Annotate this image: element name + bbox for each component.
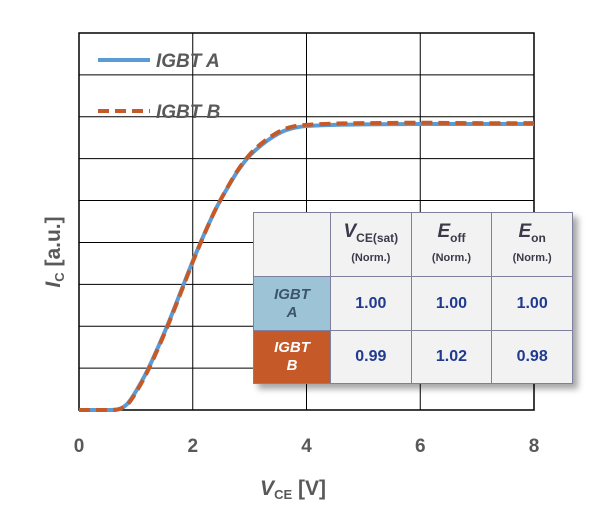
table-corner-cell xyxy=(253,211,331,278)
x-axis-title: VCE [V] xyxy=(260,477,326,502)
x-tick-label: 8 xyxy=(529,436,540,457)
x-tick-label: 4 xyxy=(301,436,312,457)
cell-igbt-b-e-off: 1.02 xyxy=(410,329,493,385)
header-note: (Norm.) xyxy=(431,251,472,264)
header-subscript: CE(sat) xyxy=(356,230,399,245)
cell-igbt-b-e-on: 0.98 xyxy=(491,329,573,385)
comparison-table: VCE(sat) (Norm.) Eoff (Norm.) Eon (Norm.… xyxy=(253,211,573,385)
header-subscript: on xyxy=(531,230,546,245)
series-line-igbt-a xyxy=(78,121,534,413)
y-axis-title: IC [a.u.] xyxy=(42,216,67,287)
x-tick-label: 0 xyxy=(74,436,85,457)
header-note: (Norm.) xyxy=(512,251,552,264)
cell-igbt-b-vce-sat: 0.99 xyxy=(330,329,412,385)
legend-label-igbt-a: IGBT A xyxy=(156,51,220,72)
cell-igbt-a-vce-sat: 1.00 xyxy=(330,276,412,331)
x-tick-labels: 0 2 4 6 8 xyxy=(74,436,540,457)
header-symbol: E xyxy=(437,220,451,242)
header-subscript: off xyxy=(450,230,466,245)
header-e-off: Eoff (Norm.) xyxy=(410,211,493,278)
legend-label-igbt-b: IGBT B xyxy=(156,102,221,123)
table-row: IGBT A 1.00 1.00 1.00 xyxy=(253,276,573,331)
series-lines xyxy=(78,120,535,413)
header-e-on: Eon (Norm.) xyxy=(491,211,573,278)
row-label-igbt-b: IGBT B xyxy=(253,329,331,385)
header-vce-sat: VCE(sat) (Norm.) xyxy=(330,211,412,278)
header-symbol: E xyxy=(518,220,532,242)
legend: IGBT A IGBT B xyxy=(98,51,221,123)
header-note: (Norm.) xyxy=(351,251,391,264)
cell-igbt-a-e-off: 1.00 xyxy=(410,276,493,331)
cell-igbt-a-e-on: 1.00 xyxy=(491,276,573,331)
table-header-row: VCE(sat) (Norm.) Eoff (Norm.) Eon (Norm.… xyxy=(253,211,573,278)
row-label-igbt-a: IGBT A xyxy=(253,276,331,331)
header-symbol: V xyxy=(343,220,357,242)
x-tick-label: 6 xyxy=(415,436,426,457)
x-tick-label: 2 xyxy=(187,436,198,457)
table-row: IGBT B 0.99 1.02 0.98 xyxy=(253,329,573,385)
